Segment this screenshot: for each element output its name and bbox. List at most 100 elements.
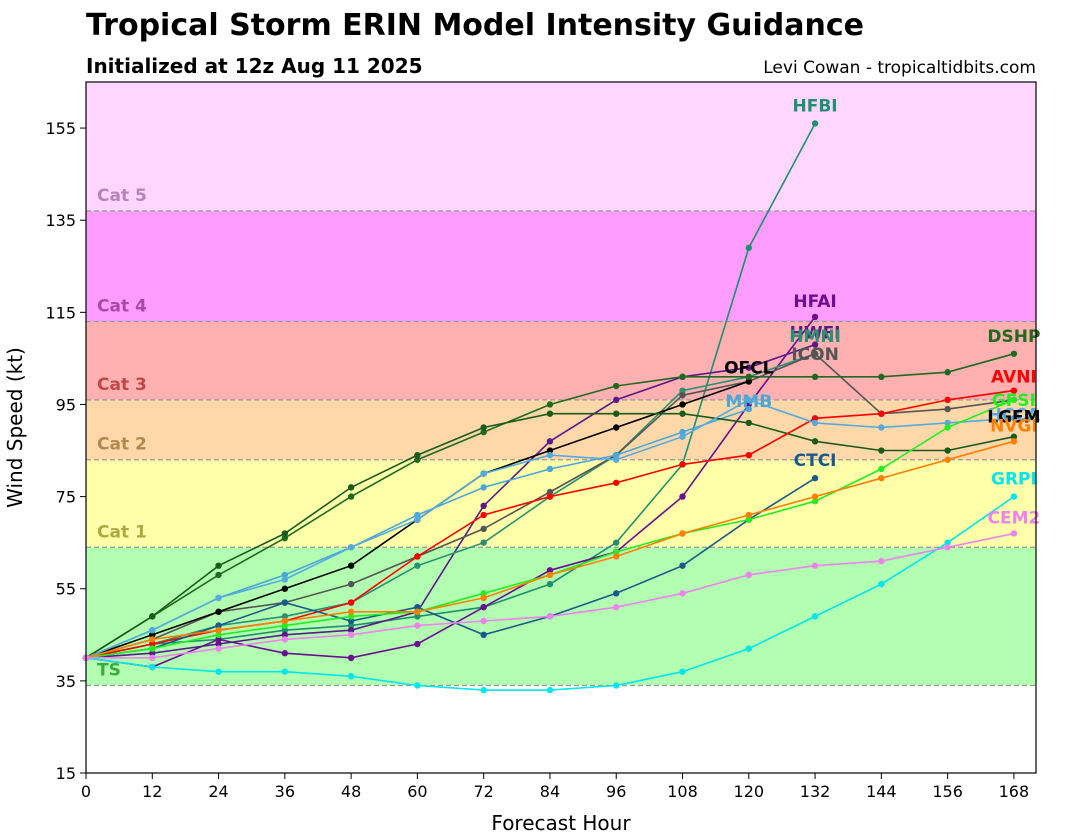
data-point-gfsi (878, 465, 885, 473)
data-point-lgem (546, 410, 554, 417)
data-point-dshp (944, 369, 951, 376)
data-point-lgem (215, 562, 222, 569)
data-point-gfsi (149, 645, 156, 652)
data-point-cem2 (613, 603, 620, 611)
data-point-icon (944, 405, 951, 413)
data-point-grpi (811, 613, 819, 620)
data-point-hwfi (215, 640, 222, 648)
data-point-icon (679, 392, 686, 399)
data-point-grpi (414, 682, 421, 689)
data-point-cem2 (679, 590, 686, 597)
data-point-grpi (679, 668, 686, 675)
band-cat-3 (86, 321, 1036, 400)
data-point-grpi (878, 580, 885, 588)
data-point-avni (546, 493, 554, 500)
data-point-hmni (281, 613, 289, 620)
data-point-lgem (414, 451, 421, 459)
data-point-grpi (281, 668, 289, 675)
model-label-nvgi: NVGI (990, 416, 1038, 436)
data-point-lgem (679, 410, 686, 417)
data-point-cem2 (811, 562, 819, 569)
model-label-hwfi: HWFI (790, 324, 841, 344)
data-point-lgem (613, 410, 620, 417)
x-tick-label: 108 (667, 782, 698, 801)
data-point-dshp (811, 373, 819, 381)
data-point-hfai (745, 401, 752, 408)
data-point-avni (414, 553, 421, 560)
model-label-hfai: HFAI (793, 292, 836, 312)
data-point-cem2 (878, 557, 885, 565)
data-point-grpi (944, 539, 951, 546)
data-point-hcca (149, 626, 156, 634)
band-cat-1 (86, 459, 1036, 548)
x-tick-label: 60 (407, 782, 427, 801)
model-label-hfbi: HFBI (793, 96, 838, 116)
model-label-ofcl: OFCL (724, 358, 774, 378)
series-line-hfai (85, 316, 816, 668)
data-point-hwfi (613, 396, 620, 404)
data-point-cem2 (480, 617, 487, 625)
x-tick-label: 12 (142, 782, 162, 801)
model-label-lgem: LGEM (987, 408, 1040, 428)
data-point-hfai (811, 313, 819, 321)
y-tick-label: 55 (56, 580, 76, 599)
data-point-dshp (1010, 350, 1018, 357)
data-point-avni (878, 410, 885, 417)
data-point-nvgi (613, 553, 620, 560)
data-point-avni (480, 511, 487, 519)
data-point-cem2 (414, 622, 421, 629)
data-point-ctci (679, 562, 686, 569)
data-point-hfai (281, 650, 289, 657)
data-point-ofcl (281, 585, 289, 592)
x-tick-label: 168 (999, 782, 1030, 801)
data-point-mmb (414, 511, 421, 519)
model-label-avni: AVNI (991, 368, 1037, 388)
data-point-cem2 (149, 654, 156, 662)
data-point-hfai (215, 636, 222, 643)
data-point-hfbi (347, 622, 355, 629)
model-label-hcca: HCCA (988, 405, 1041, 425)
data-point-lgem (281, 530, 289, 537)
band-cat-5 (86, 82, 1036, 211)
data-point-hfbi (613, 539, 620, 546)
model-label-grpi: GRPI (991, 470, 1037, 490)
data-point-hfai (347, 654, 355, 662)
y-tick-label: 115 (45, 303, 76, 322)
data-point-ctci (480, 631, 487, 638)
data-point-ofcl (613, 424, 620, 431)
data-point-dshp (546, 401, 554, 408)
data-point-grpi (1010, 493, 1018, 500)
data-point-nvgi (811, 493, 819, 500)
data-point-dshp (878, 373, 885, 381)
data-point-lgem (878, 447, 885, 454)
band-label: Cat 5 (97, 186, 147, 206)
data-point-dshp (679, 373, 686, 381)
data-point-hfai (414, 640, 421, 648)
data-point-avni (745, 451, 752, 459)
data-point-nvgi (546, 571, 554, 579)
data-point-hwfi (480, 502, 487, 510)
data-point-hcca (546, 451, 554, 459)
data-point-grpi (215, 668, 222, 675)
data-point-grpi (480, 686, 487, 694)
data-point-ctci (811, 474, 819, 482)
data-point-hwfi (811, 341, 819, 348)
data-point-lgem (480, 424, 487, 431)
data-point-ctci (414, 603, 421, 611)
data-point-hfai (546, 567, 554, 574)
data-point-grpi (149, 663, 156, 671)
model-label-cem2: CEM2 (987, 508, 1040, 528)
x-tick-label: 84 (540, 782, 560, 801)
data-point-nvgi (679, 530, 686, 537)
x-tick-label: 36 (275, 782, 295, 801)
data-point-nvgi (149, 636, 156, 643)
data-point-hwfi (149, 650, 156, 657)
x-axis-label: Forecast Hour (491, 811, 631, 835)
chart-subtitle: Initialized at 12z Aug 11 2025 (86, 54, 423, 78)
data-point-hfbi (745, 244, 752, 252)
x-tick-label: 156 (932, 782, 963, 801)
y-tick-label: 15 (56, 764, 76, 783)
data-point-grpi (613, 682, 620, 689)
data-point-gfsi (480, 590, 487, 597)
band-label: TS (97, 660, 121, 680)
